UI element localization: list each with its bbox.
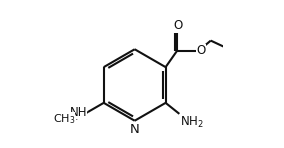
Text: NH: NH xyxy=(69,106,87,119)
Text: O: O xyxy=(196,44,206,57)
Text: NH$_2$: NH$_2$ xyxy=(180,115,204,130)
Text: N: N xyxy=(130,123,139,136)
Text: O: O xyxy=(173,19,182,32)
Text: CH$_3$: CH$_3$ xyxy=(53,112,75,126)
